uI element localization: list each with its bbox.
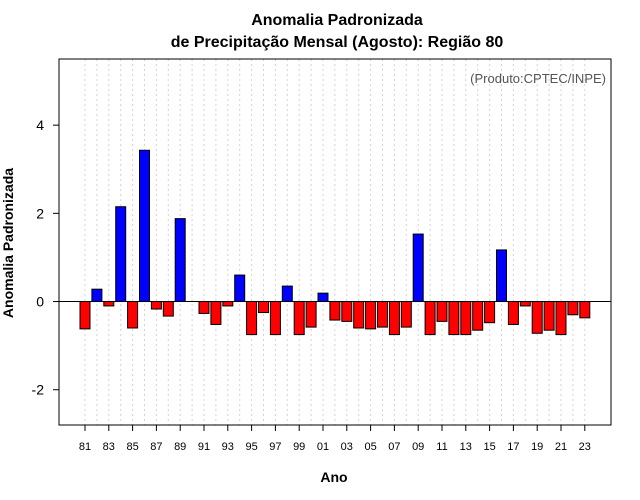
x-tick-label: 19 bbox=[531, 441, 543, 453]
x-tick-label: 97 bbox=[269, 441, 281, 453]
x-tick-label: 87 bbox=[150, 441, 162, 453]
bar-82 bbox=[91, 288, 103, 303]
bar-81 bbox=[79, 301, 91, 330]
bar-87 bbox=[150, 301, 162, 310]
y-axis: -2 0 2 4 bbox=[32, 117, 59, 398]
bar-98 bbox=[281, 285, 293, 303]
bar-85 bbox=[127, 301, 139, 329]
x-tick-label: 05 bbox=[364, 441, 376, 453]
bar-05 bbox=[365, 301, 377, 330]
chart-subtitle: de Precipitação Mensal (Agosto): Região … bbox=[171, 34, 504, 51]
bar-13 bbox=[460, 301, 472, 336]
bar-89 bbox=[174, 218, 186, 303]
bar-14 bbox=[472, 301, 484, 331]
bar-95 bbox=[246, 301, 258, 336]
x-axis-title: Ano bbox=[320, 469, 347, 485]
x-tick-label: 83 bbox=[103, 441, 115, 453]
bar-04 bbox=[353, 301, 365, 329]
bar-88 bbox=[162, 301, 174, 317]
x-tick-label: 11 bbox=[436, 441, 447, 453]
x-tick-label: 99 bbox=[293, 441, 305, 453]
y-tick-label: -2 bbox=[32, 382, 45, 398]
bar-17 bbox=[507, 301, 519, 325]
bar-86 bbox=[139, 149, 150, 303]
x-tick-label: 13 bbox=[460, 441, 472, 453]
x-tick-label: 01 bbox=[317, 441, 329, 453]
x-axis: 81 83 85 87 89 91 93 95 97 99 01 03 05 07 09 11 13 15 17 19… bbox=[79, 425, 591, 453]
bar-97 bbox=[269, 301, 281, 336]
bar-01 bbox=[317, 292, 329, 303]
source-annotation: (Produto:CPTEC/INPE) bbox=[470, 71, 606, 86]
bar-06 bbox=[377, 301, 388, 328]
x-tick-label: 15 bbox=[483, 441, 495, 453]
bar-12 bbox=[448, 301, 460, 336]
bar-00 bbox=[305, 301, 317, 328]
bar-02 bbox=[329, 301, 341, 321]
bar-07 bbox=[388, 301, 400, 336]
bar-22 bbox=[567, 301, 579, 316]
bar-84 bbox=[115, 206, 127, 303]
bar-16 bbox=[496, 249, 507, 303]
bar-15 bbox=[484, 301, 496, 324]
bar-91 bbox=[198, 301, 210, 314]
x-tick-label: 93 bbox=[222, 441, 234, 453]
x-tick-label: 91 bbox=[198, 441, 210, 453]
plot-frame bbox=[58, 58, 612, 426]
x-tick-label: 95 bbox=[245, 441, 257, 453]
bar-83 bbox=[103, 301, 115, 307]
x-tick-label: 89 bbox=[174, 441, 186, 453]
bar-08 bbox=[400, 301, 412, 328]
bar-92 bbox=[210, 301, 222, 325]
bar-03 bbox=[341, 301, 353, 322]
x-tick-label: 81 bbox=[79, 441, 91, 453]
bar-19 bbox=[531, 301, 543, 334]
bar-10 bbox=[424, 301, 436, 336]
bar-11 bbox=[436, 301, 448, 322]
bar-94 bbox=[234, 274, 246, 303]
x-tick-label: 23 bbox=[579, 441, 591, 453]
y-tick-label: 4 bbox=[36, 117, 44, 133]
bar-23 bbox=[579, 301, 591, 319]
bar-21 bbox=[555, 301, 567, 336]
chart-title: Anomalia Padronizada bbox=[251, 12, 423, 29]
x-tick-label: 85 bbox=[126, 441, 138, 453]
x-tick-label: 17 bbox=[507, 441, 519, 453]
x-tick-label: 09 bbox=[412, 441, 424, 453]
bar-18 bbox=[519, 301, 531, 307]
x-tick-label: 21 bbox=[555, 441, 567, 453]
bars bbox=[59, 149, 611, 336]
y-tick-label: 0 bbox=[36, 294, 44, 310]
x-tick-label: 07 bbox=[388, 441, 400, 453]
bar-09 bbox=[412, 233, 424, 303]
x-tick-label: 03 bbox=[341, 441, 353, 453]
bar-93 bbox=[222, 301, 234, 307]
bar-99 bbox=[293, 301, 305, 336]
bar-96 bbox=[258, 301, 269, 314]
y-axis-title: Anomalia Padronizada bbox=[0, 168, 16, 318]
bar-20 bbox=[543, 301, 555, 331]
grid-lines bbox=[84, 59, 586, 425]
y-tick-label: 2 bbox=[36, 205, 44, 221]
